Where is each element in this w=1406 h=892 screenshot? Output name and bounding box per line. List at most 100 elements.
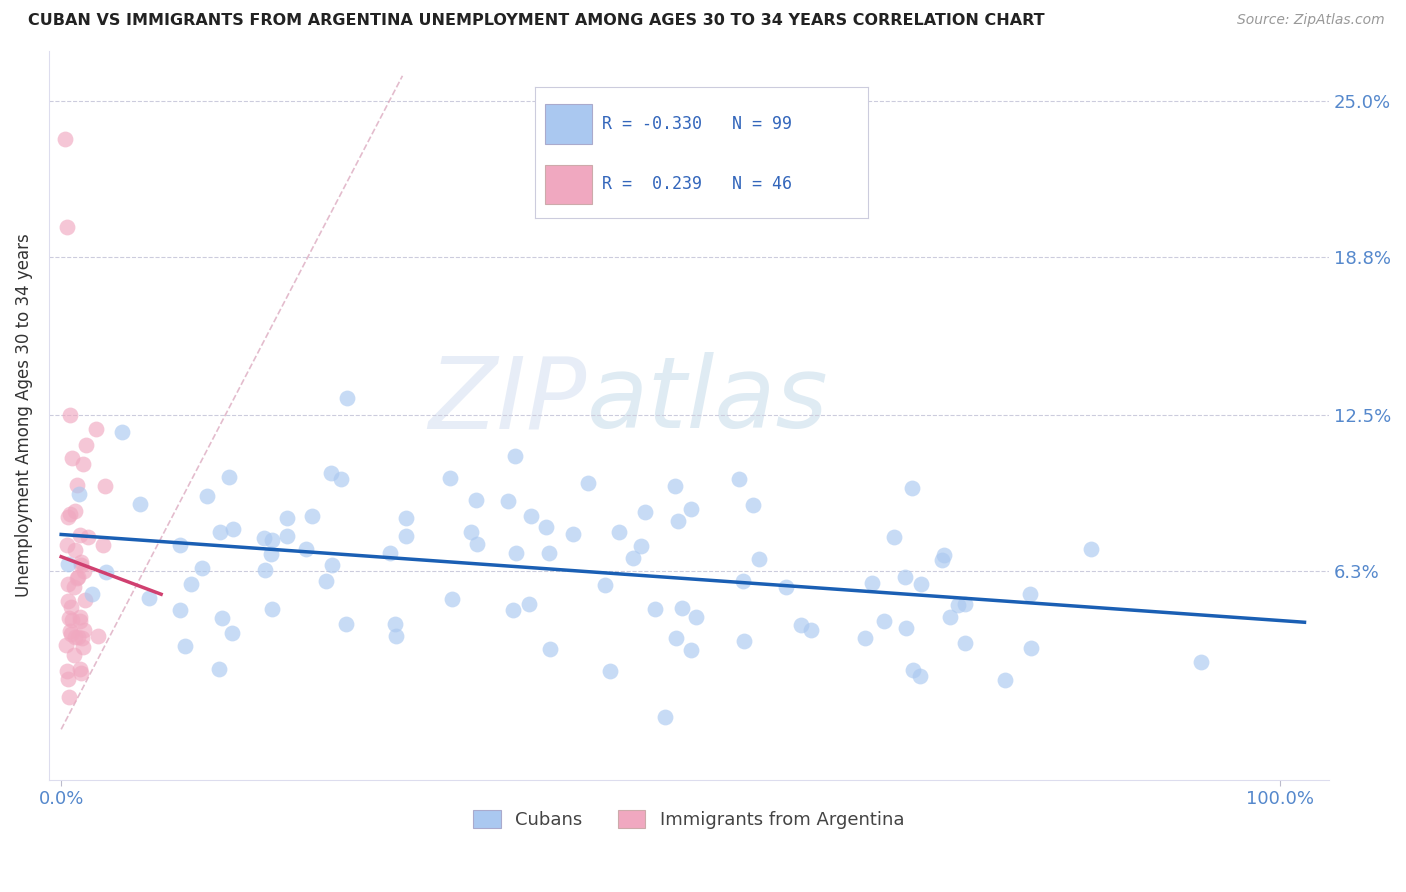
Point [191, 561, 214, 575]
Text: Source: ZipAtlas.com: Source: ZipAtlas.com [1237, 13, 1385, 28]
Point [301, 509, 323, 524]
Point [742, 498, 765, 512]
Point [180, 577, 202, 591]
Point [395, 528, 418, 542]
Point [253, 531, 276, 545]
Point [536, 520, 558, 534]
Point [644, 602, 666, 616]
Point [1080, 542, 1102, 557]
Point [561, 526, 583, 541]
Point [607, 524, 630, 539]
Point [218, 470, 240, 484]
Point [69, 610, 91, 624]
Point [69, 662, 91, 676]
Point [208, 661, 231, 675]
Point [633, 505, 655, 519]
Point [728, 473, 751, 487]
Point [378, 546, 401, 560]
Point [681, 502, 703, 516]
Point [129, 497, 152, 511]
Point [748, 552, 770, 566]
Legend: Cubans, Immigrants from Argentina: Cubans, Immigrants from Argentina [467, 803, 911, 836]
Text: ZIP: ZIP [429, 352, 586, 449]
Point [994, 673, 1017, 688]
Text: atlas: atlas [586, 352, 828, 449]
Point [910, 576, 932, 591]
Point [66, 478, 89, 492]
Point [69, 555, 91, 569]
Point [63, 504, 86, 518]
Point [63, 580, 86, 594]
Point [60, 599, 83, 614]
Point [654, 710, 676, 724]
Point [621, 551, 644, 566]
Point [93, 479, 115, 493]
Point [665, 631, 688, 645]
Point [138, 591, 160, 605]
Point [860, 576, 883, 591]
Point [72, 624, 94, 638]
Point [671, 601, 693, 615]
Point [873, 615, 896, 629]
Point [894, 621, 917, 635]
Point [72, 564, 94, 578]
Point [222, 522, 245, 536]
Point [75, 438, 97, 452]
Point [932, 548, 955, 562]
Point [465, 537, 488, 551]
Point [69, 614, 91, 628]
Point [335, 617, 357, 632]
Point [72, 458, 94, 472]
Point [276, 511, 298, 525]
Text: CUBAN VS IMMIGRANTS FROM ARGENTINA UNEMPLOYMENT AMONG AGES 30 TO 34 YEARS CORREL: CUBAN VS IMMIGRANTS FROM ARGENTINA UNEMP… [28, 13, 1045, 29]
Point [87, 630, 110, 644]
Point [195, 489, 218, 503]
Point [55, 639, 77, 653]
Point [955, 597, 977, 611]
Point [790, 617, 813, 632]
Point [58, 611, 80, 625]
Point [77, 530, 100, 544]
Point [894, 570, 917, 584]
Point [63, 630, 86, 644]
Point [385, 628, 408, 642]
Point [496, 493, 519, 508]
Point [59, 507, 82, 521]
Point [96, 566, 118, 580]
Point [517, 597, 540, 611]
Point [91, 538, 114, 552]
Point [173, 640, 195, 654]
Point [503, 449, 526, 463]
Point [679, 643, 702, 657]
Point [254, 563, 277, 577]
Point [59, 408, 82, 422]
Point [56, 219, 79, 234]
Point [262, 602, 284, 616]
Point [56, 509, 79, 524]
Point [540, 642, 562, 657]
Point [295, 541, 318, 556]
Point [1018, 587, 1040, 601]
Point [319, 466, 342, 480]
Point [910, 668, 932, 682]
Point [775, 580, 797, 594]
Point [169, 538, 191, 552]
Point [460, 524, 482, 539]
Point [56, 576, 79, 591]
Point [60, 450, 83, 465]
Point [67, 486, 90, 500]
Point [260, 547, 283, 561]
Point [336, 391, 359, 405]
Point [505, 546, 527, 560]
Point [70, 632, 93, 646]
Point [56, 672, 79, 686]
Point [537, 546, 560, 560]
Point [56, 538, 79, 552]
Point [502, 603, 524, 617]
Point [276, 529, 298, 543]
Point [72, 640, 94, 654]
Point [169, 603, 191, 617]
Point [464, 493, 486, 508]
Point [70, 666, 93, 681]
Point [80, 587, 103, 601]
